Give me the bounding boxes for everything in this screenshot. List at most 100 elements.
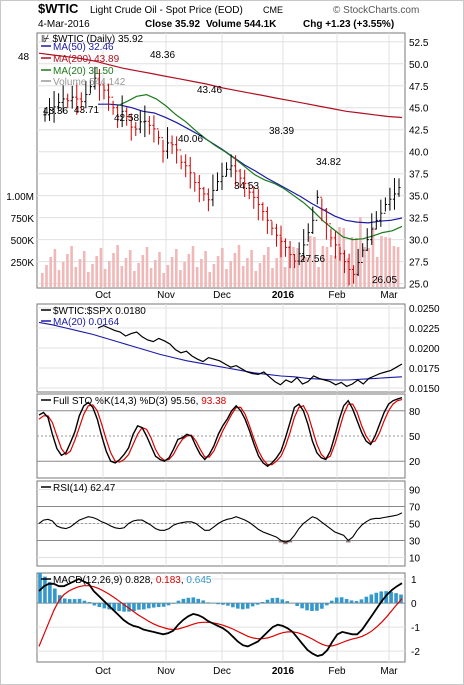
volume-bar (108, 261, 111, 287)
volume-bar (254, 271, 258, 287)
macd-histogram-bar (171, 603, 176, 604)
macd-tick-label: 1 (411, 575, 417, 586)
volume-bar (292, 247, 295, 287)
volume-bar (103, 269, 107, 287)
macd-panel-title: MACD(12,26,9) 0.828, 0.183, 0.645 (53, 575, 212, 586)
stochastic-tick-label: 20 (409, 457, 421, 468)
volume-tick-label: 250K (11, 258, 35, 269)
macd-month-label: Dec (213, 666, 231, 677)
symbol-title: $WTIC (38, 1, 79, 16)
macd-histogram-bar (245, 603, 250, 609)
ratio-tick-label: 0.0250 (409, 304, 440, 315)
macd-histogram-bar (349, 600, 354, 604)
volume-bar (216, 256, 220, 287)
volume-bar (241, 266, 245, 287)
volume-bar (250, 250, 253, 287)
volume-bar (191, 246, 195, 287)
rsi-oversold-fill (345, 540, 351, 543)
volume-bar (346, 258, 350, 287)
stochastic-k-line (38, 397, 403, 468)
volume-bar (124, 258, 128, 287)
ratio-line (97, 324, 403, 388)
volume-bar (162, 273, 165, 287)
macd-histogram-bar (127, 603, 131, 612)
volume-bar (87, 272, 90, 287)
macd-histogram-bar (43, 576, 47, 604)
volume-bar (133, 271, 136, 287)
volume-bar (317, 267, 320, 287)
price-tick-label: 45.0 (409, 104, 429, 115)
close-label: Close 35.92 (145, 19, 200, 30)
macd-histogram-bar (97, 603, 102, 608)
stochastic-d-line (38, 399, 403, 466)
macd-histogram-bar (295, 603, 299, 606)
volume-bar (221, 248, 224, 287)
volume-bar (120, 266, 124, 287)
macd-histogram-bar (196, 598, 201, 604)
macd-histogram-bar (231, 603, 235, 608)
price-tick-label: 50.0 (409, 60, 429, 71)
exchange-label: CME (263, 5, 283, 15)
ratio-tick-label: 0.0175 (409, 364, 440, 375)
macd-histogram-bar (181, 598, 186, 604)
volume-bar (91, 264, 94, 287)
macd-histogram-bar (206, 602, 210, 604)
volume-bar (229, 261, 232, 287)
macd-histogram-bar (280, 599, 285, 604)
volume-bar (45, 265, 48, 287)
price-annotation: 34.82 (316, 157, 341, 168)
volume-bar (225, 269, 228, 287)
stochastic-tick-label: 80 (409, 407, 421, 418)
volume-bar (267, 247, 270, 287)
volume-bar (262, 255, 266, 287)
macd-histogram-bar (344, 598, 349, 604)
price-annotation: 26.05 (372, 275, 397, 286)
macd-histogram-bar (320, 603, 324, 609)
price-annotation: 43.71 (74, 105, 99, 116)
price-annotation: 38.39 (269, 126, 294, 137)
volume-bar (329, 255, 333, 287)
volume-bar (112, 253, 115, 287)
volume-tick-label: 1.00M (6, 192, 34, 203)
macd-tick-label: -2 (411, 647, 420, 658)
price-tick-label: 27.5 (409, 258, 429, 269)
volume-bar (116, 245, 119, 287)
volume-bar (300, 256, 304, 287)
macd-histogram-bar (82, 600, 87, 604)
volume-bar (296, 248, 299, 287)
volume-bar (396, 247, 400, 287)
macd-histogram-bar (369, 594, 374, 604)
volume-bar (380, 236, 383, 287)
volume-bar (321, 246, 325, 287)
change-label: Chg +1.23 (+3.55%) (303, 19, 394, 30)
macd-histogram-bar (92, 603, 97, 606)
volume-bar (388, 238, 391, 287)
volume-bar (375, 257, 379, 287)
macd-month-label: 2016 (272, 666, 295, 677)
macd-histogram-bar (48, 581, 52, 604)
volume-bar (74, 267, 78, 287)
macd-histogram-bar (339, 597, 344, 604)
macd-histogram-bar (122, 603, 126, 612)
macd-histogram-bar (329, 600, 334, 604)
volume-bar (154, 260, 157, 287)
macd-histogram-bar (285, 601, 290, 604)
ratio-ma-line (38, 321, 403, 381)
volume-bar (95, 256, 98, 287)
volume-bar (258, 263, 262, 287)
price-month-label: Mar (380, 290, 398, 301)
price-tick-label: 42.5 (409, 126, 429, 137)
volume-bar (166, 265, 170, 287)
legend-entry: MA(200) 43.89 (53, 54, 120, 65)
macd-histogram-bar (325, 603, 329, 606)
macd-histogram-bar (112, 603, 116, 611)
price-month-label: Nov (157, 290, 175, 301)
volume-bar (145, 247, 149, 287)
watermark: © StockCharts.com (333, 5, 419, 16)
volume-bar (187, 254, 191, 287)
volume-bar (308, 236, 312, 287)
volume-bar (183, 262, 186, 287)
price-month-label: Feb (328, 290, 346, 301)
macd-histogram-bar (221, 603, 225, 605)
macd-histogram-bar (250, 603, 255, 607)
